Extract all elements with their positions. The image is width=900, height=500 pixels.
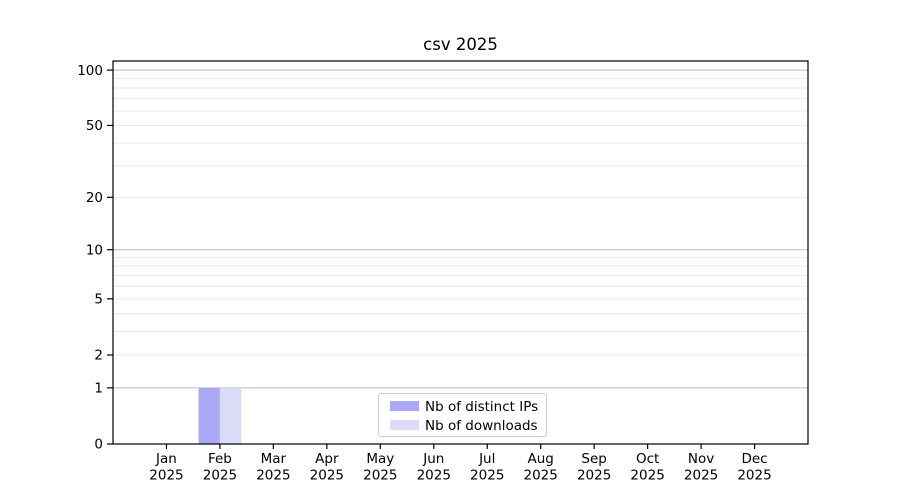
- x-axis-tick-label-year: 2025: [363, 468, 397, 484]
- x-axis-tick-label-month: Jun: [422, 451, 444, 467]
- x-axis-tick-label-month: Sep: [581, 451, 606, 467]
- x-axis-tick-label-month: Apr: [315, 451, 339, 467]
- bar-distinct-ips: [198, 387, 220, 444]
- x-axis-tick-label-year: 2025: [737, 468, 771, 484]
- bars-layer: [198, 387, 242, 444]
- x-axis-tick-label-month: Jul: [478, 451, 495, 467]
- y-axis-tick-label: 2: [94, 348, 103, 364]
- legend-label-downloads: Nb of downloads: [425, 418, 538, 434]
- x-axis-tick-label-year: 2025: [417, 468, 451, 484]
- x-axis-tick-label-year: 2025: [524, 468, 558, 484]
- x-axis-tick-label-month: Aug: [528, 451, 554, 467]
- legend-swatch-downloads: [390, 420, 419, 430]
- gridlines-minor: [113, 78, 808, 356]
- bar-downloads: [219, 387, 242, 444]
- x-axis-tick-label-year: 2025: [470, 468, 504, 484]
- y-axis-tick-label: 50: [86, 118, 103, 134]
- x-axis-tick-label-month: Mar: [261, 451, 287, 467]
- gridlines-major: [113, 69, 808, 389]
- y-axis-tick-label: 100: [77, 63, 103, 79]
- y-axis-tick-label: 1: [94, 381, 103, 397]
- legend-box: [378, 393, 547, 437]
- x-axis-tick-label-year: 2025: [149, 468, 183, 484]
- x-axis-tick-label-month: Jan: [155, 451, 177, 467]
- x-axis-tick-label-year: 2025: [256, 468, 290, 484]
- chart-title: csv 2025: [423, 35, 498, 54]
- legend-swatch-distinct-ips: [390, 401, 419, 411]
- legend: Nb of distinct IPs Nb of downloads: [378, 393, 547, 437]
- x-axis-tick-label-year: 2025: [310, 468, 344, 484]
- y-axis-tick-label: 0: [94, 437, 103, 453]
- y-axis-tick-label: 5: [94, 292, 103, 308]
- plot-border: [112, 60, 809, 445]
- y-axis-tick-label: 10: [86, 242, 103, 258]
- x-axis-tick-label-year: 2025: [203, 468, 237, 484]
- x-axis-ticks: Jan2025Feb2025Mar2025Apr2025May2025Jun20…: [149, 444, 772, 484]
- legend-label-distinct-ips: Nb of distinct IPs: [425, 399, 538, 415]
- x-axis-tick-label-month: Nov: [688, 451, 714, 467]
- x-axis-tick-label-year: 2025: [577, 468, 611, 484]
- x-axis-tick-label-month: Feb: [208, 451, 232, 467]
- x-axis-tick-label-month: Oct: [636, 451, 659, 467]
- y-axis-tick-label: 20: [86, 190, 103, 206]
- x-axis-tick-label-month: Dec: [741, 451, 767, 467]
- x-axis-tick-label-year: 2025: [630, 468, 664, 484]
- x-axis-tick-label-year: 2025: [684, 468, 718, 484]
- x-axis-tick-label-month: May: [366, 451, 394, 467]
